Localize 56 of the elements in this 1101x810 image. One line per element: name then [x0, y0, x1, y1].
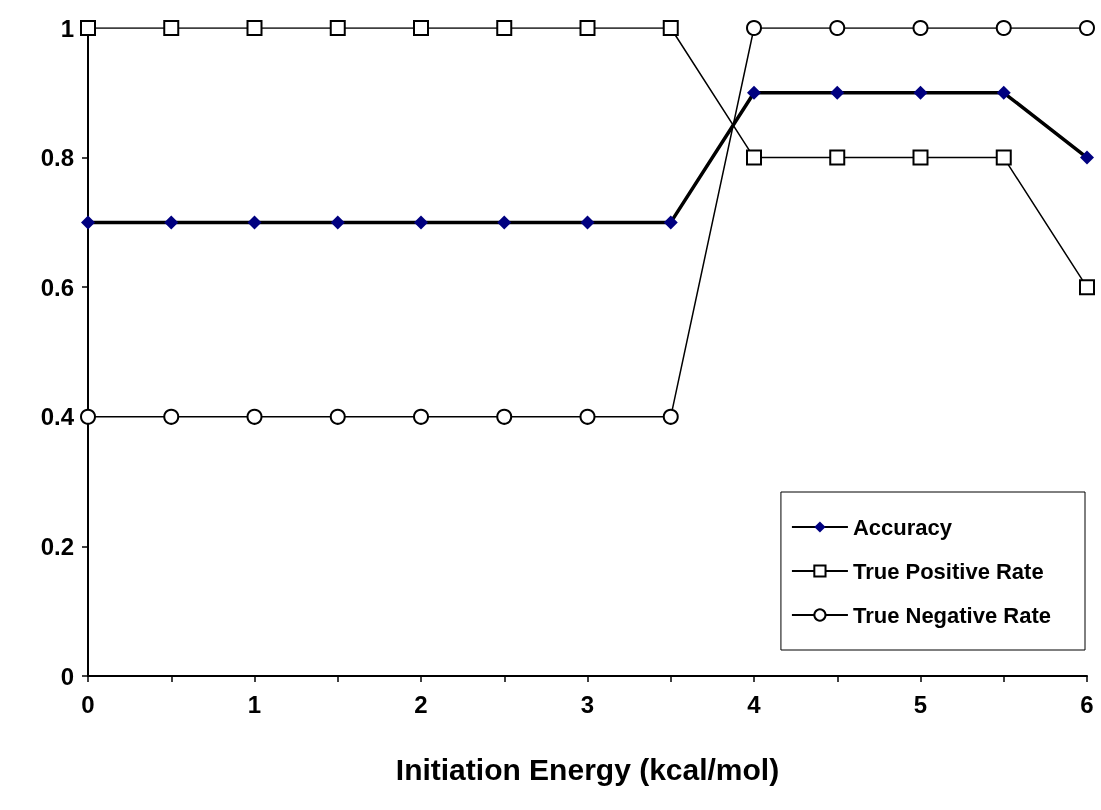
point [496, 20, 513, 36]
x-tick-label: 6 [1080, 690, 1094, 718]
point [996, 85, 1011, 100]
point [497, 215, 512, 230]
point [80, 20, 96, 36]
point [246, 408, 263, 425]
point [579, 20, 596, 36]
point [1079, 279, 1095, 296]
legend-label: True Positive Rate [852, 558, 1044, 584]
y-tick-label: 0 [60, 662, 74, 690]
point [913, 85, 928, 100]
point [247, 215, 262, 230]
point [330, 215, 345, 230]
y-tick-label: 0.4 [40, 403, 75, 431]
y-tick-label: 0.8 [40, 144, 74, 172]
point [329, 20, 346, 36]
x-tick-label: 3 [580, 690, 595, 718]
point [496, 408, 513, 425]
point [995, 20, 1012, 36]
y-tick-label: 1 [60, 14, 74, 42]
point [80, 408, 96, 425]
y-tick-label: 0.2 [40, 532, 74, 560]
point [329, 408, 346, 425]
point [662, 408, 679, 425]
x-tick-label: 4 [747, 690, 762, 718]
x-tick-label: 0 [81, 690, 95, 718]
x-tick-label: 5 [913, 690, 928, 718]
point [829, 149, 846, 166]
point [413, 408, 429, 425]
point [413, 20, 429, 36]
point [414, 215, 428, 230]
legend-label: Accuracy [852, 514, 953, 540]
point [580, 215, 595, 230]
point [830, 85, 845, 100]
point [912, 149, 929, 166]
point [912, 20, 929, 36]
x-tick-label: 2 [414, 690, 428, 718]
point [579, 408, 596, 425]
x-tick-label: 1 [247, 690, 262, 718]
point [746, 20, 762, 36]
point [746, 149, 762, 166]
y-tick-label: 0.6 [40, 273, 74, 301]
point [163, 20, 180, 36]
legend-label: True Negative Rate [852, 602, 1051, 628]
point [747, 85, 761, 100]
point [163, 408, 180, 425]
point [1080, 150, 1094, 165]
point [663, 215, 678, 230]
point [995, 149, 1012, 166]
point [1079, 20, 1095, 36]
point [164, 215, 179, 230]
x-axis-title: Initiation Energy (kcal/mol) [395, 752, 780, 786]
point [662, 20, 679, 36]
point [246, 20, 263, 36]
point [829, 20, 846, 36]
point [81, 215, 95, 230]
